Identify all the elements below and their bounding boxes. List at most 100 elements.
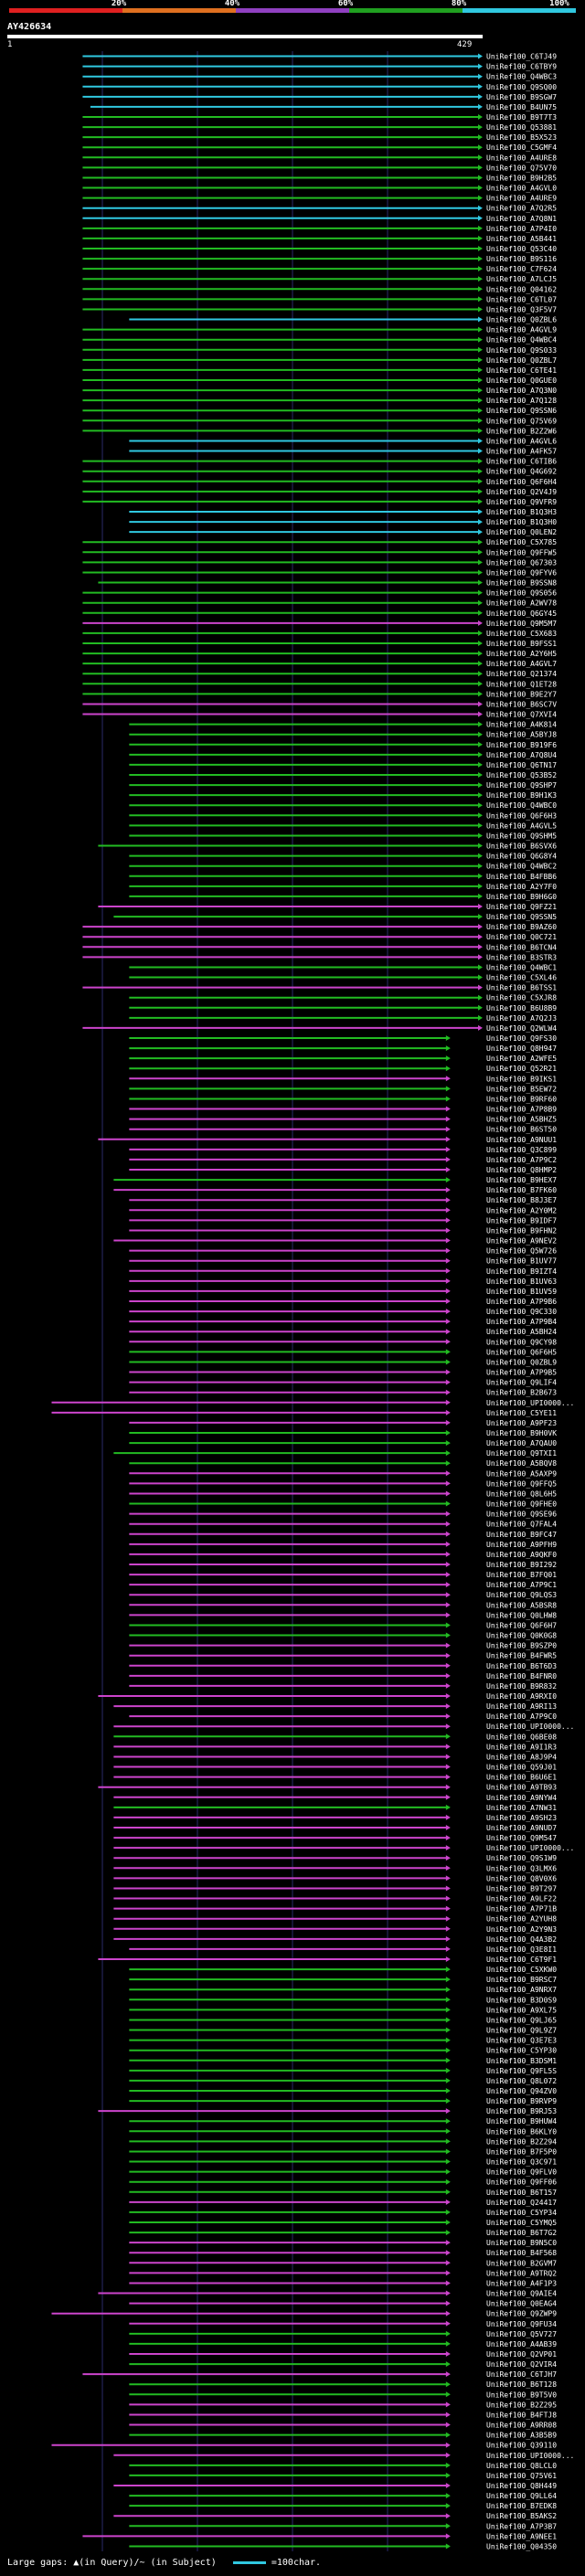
hit-label[interactable]: UniRef100_B919F6 [486,741,557,749]
hit-label[interactable]: UniRef100_B3D0S9 [486,1996,557,2004]
hit-label[interactable]: UniRef100_A5BHZ5 [486,1116,557,1124]
hit-label[interactable]: UniRef100_A9LF22 [486,1895,557,1903]
hit-label[interactable]: UniRef100_A9QKF0 [486,1551,557,1559]
hit-label[interactable]: UniRef100_Q4WBC0 [486,801,557,810]
hit-label[interactable]: UniRef100_Q0EAG4 [486,2300,557,2308]
hit-label[interactable]: UniRef100_UPI0000... [486,2452,574,2460]
hit-label[interactable]: UniRef100_Q7FAL4 [486,1521,557,1529]
hit-label[interactable]: UniRef100_A7Q3N0 [486,387,557,395]
hit-label[interactable]: UniRef100_Q9CY98 [486,1338,557,1346]
hit-label[interactable]: UniRef100_Q9ZWP9 [486,2310,557,2318]
hit-label[interactable]: UniRef100_Q67303 [486,558,557,567]
hit-label[interactable]: UniRef100_Q4G692 [486,468,557,476]
hit-label[interactable]: UniRef100_A5BYJ8 [486,731,557,739]
hit-label[interactable]: UniRef100_Q9L9Z7 [486,2027,557,2035]
hit-label[interactable]: UniRef100_Q8LCL0 [486,2462,557,2470]
hit-label[interactable]: UniRef100_Q4WBC3 [486,73,557,81]
hit-label[interactable]: UniRef100_Q0LHW8 [486,1611,557,1619]
hit-label[interactable]: UniRef100_B7EDK8 [486,2502,557,2510]
hit-label[interactable]: UniRef100_C5YP30 [486,2047,557,2055]
hit-label[interactable]: UniRef100_Q9LL64 [486,2492,557,2500]
hit-label[interactable]: UniRef100_A7P3B7 [486,2522,557,2530]
hit-label[interactable]: UniRef100_C6T9F1 [486,1956,557,1964]
hit-label[interactable]: UniRef100_B9FSS1 [486,640,557,648]
hit-label[interactable]: UniRef100_Q9FYV6 [486,568,557,577]
hit-label[interactable]: UniRef100_A9TRQ2 [486,2269,557,2277]
hit-label[interactable]: UniRef100_B9T7T3 [486,113,557,122]
hit-label[interactable]: UniRef100_A4GVL5 [486,822,557,830]
hit-label[interactable]: UniRef100_Q0GUE0 [486,376,557,385]
hit-label[interactable]: UniRef100_Q6F6H4 [486,478,557,486]
hit-label[interactable]: UniRef100_Q2VIR4 [486,2360,557,2369]
hit-label[interactable]: UniRef100_Q0LEN2 [486,528,557,536]
hit-label[interactable]: UniRef100_B6KLY0 [486,2127,557,2136]
hit-label[interactable]: UniRef100_Q9C330 [486,1308,557,1316]
hit-label[interactable]: UniRef100_B9H2B5 [486,174,557,182]
hit-label[interactable]: UniRef100_Q9SSN6 [486,407,557,415]
hit-label[interactable]: UniRef100_Q9VFR9 [486,498,557,506]
hit-label[interactable]: UniRef100_A9TB93 [486,1784,557,1792]
hit-label[interactable]: UniRef100_A3B5B9 [486,2432,557,2440]
hit-label[interactable]: UniRef100_B9RF60 [486,1095,557,1103]
hit-label[interactable]: UniRef100_Q75V70 [486,164,557,172]
hit-label[interactable]: UniRef100_A9NEE1 [486,2532,557,2540]
hit-label[interactable]: UniRef100_B9SSN8 [486,579,557,588]
hit-label[interactable]: UniRef100_B6SVX6 [486,843,557,851]
hit-label[interactable]: UniRef100_Q53B52 [486,771,557,779]
hit-label[interactable]: UniRef100_B1UV77 [486,1257,557,1266]
hit-label[interactable]: UniRef100_B6SC7V [486,700,557,708]
hit-label[interactable]: UniRef100_C6TBY9 [486,63,557,71]
hit-label[interactable]: UniRef100_B9RSC7 [486,1976,557,1984]
hit-label[interactable]: UniRef100_B6U8B9 [486,1004,557,1012]
hit-label[interactable]: UniRef100_Q8HMP2 [486,1166,557,1174]
hit-label[interactable]: UniRef100_B9S116 [486,255,557,263]
hit-label[interactable]: UniRef100_B4FNR0 [486,1672,557,1680]
hit-label[interactable]: UniRef100_B9E2Y7 [486,690,557,698]
hit-label[interactable]: UniRef100_Q9SHM5 [486,832,557,840]
hit-label[interactable]: UniRef100_C6TE41 [486,366,557,375]
hit-label[interactable]: UniRef100_Q53881 [486,123,557,132]
hit-label[interactable]: UniRef100_A7P9B5 [486,1369,557,1377]
hit-label[interactable]: UniRef100_Q75V61 [486,2472,557,2480]
hit-label[interactable]: UniRef100_A9PFH9 [486,1541,557,1549]
hit-label[interactable]: UniRef100_B4FWR5 [486,1652,557,1660]
hit-label[interactable]: UniRef100_Q24417 [486,2199,557,2207]
hit-label[interactable]: UniRef100_B1Q3H3 [486,508,557,516]
hit-label[interactable]: UniRef100_Q0C721 [486,933,557,941]
hit-label[interactable]: UniRef100_B5AKS2 [486,2512,557,2520]
hit-label[interactable]: UniRef100_Q4WBC1 [486,963,557,971]
hit-label[interactable]: UniRef100_B9FC47 [486,1531,557,1539]
hit-label[interactable]: UniRef100_B9HEX7 [486,1176,557,1184]
hit-label[interactable]: UniRef100_A7P9C1 [486,1581,557,1589]
hit-label[interactable]: UniRef100_A2Y7F0 [486,883,557,891]
hit-label[interactable]: UniRef100_B6T128 [486,2380,557,2389]
hit-label[interactable]: UniRef100_Q8H947 [486,1044,557,1053]
hit-label[interactable]: UniRef100_B8J3E7 [486,1196,557,1204]
hit-label[interactable]: UniRef100_A9NEV2 [486,1237,557,1246]
hit-label[interactable]: UniRef100_B3STR3 [486,953,557,961]
hit-label[interactable]: UniRef100_A4URE9 [486,195,557,203]
hit-label[interactable]: UniRef100_A7P9C0 [486,1712,557,1721]
hit-label[interactable]: UniRef100_A4F1P3 [486,2279,557,2287]
hit-label[interactable]: UniRef100_Q9S056 [486,589,557,598]
hit-label[interactable]: UniRef100_A4GVL6 [486,437,557,445]
hit-label[interactable]: UniRef100_UPI0000... [486,1399,574,1407]
hit-label[interactable]: UniRef100_A7P9B6 [486,1298,557,1306]
hit-label[interactable]: UniRef100_B5EW72 [486,1085,557,1093]
hit-label[interactable]: UniRef100_Q5V727 [486,2330,557,2338]
hit-label[interactable]: UniRef100_C5YP34 [486,2209,557,2217]
hit-label[interactable]: UniRef100_A7QAU0 [486,1439,557,1447]
hit-label[interactable]: UniRef100_C6TL07 [486,295,557,303]
hit-label[interactable]: UniRef100_A2Y0M2 [486,1206,557,1214]
hit-label[interactable]: UniRef100_Q9M5M7 [486,620,557,628]
hit-label[interactable]: UniRef100_UPI0000... [486,1844,574,1852]
hit-label[interactable]: UniRef100_Q9M547 [486,1834,557,1842]
hit-label[interactable]: UniRef100_B1UV63 [486,1277,557,1286]
hit-label[interactable]: UniRef100_C5X683 [486,630,557,638]
hit-label[interactable]: UniRef100_Q6GY45 [486,610,557,618]
hit-label[interactable]: UniRef100_C5XL46 [486,974,557,982]
hit-label[interactable]: UniRef100_A9XL75 [486,2006,557,2014]
hit-label[interactable]: UniRef100_B9RVP9 [486,2097,557,2105]
hit-label[interactable]: UniRef100_B6T6D3 [486,1662,557,1670]
hit-label[interactable]: UniRef100_Q3F5V7 [486,305,557,313]
